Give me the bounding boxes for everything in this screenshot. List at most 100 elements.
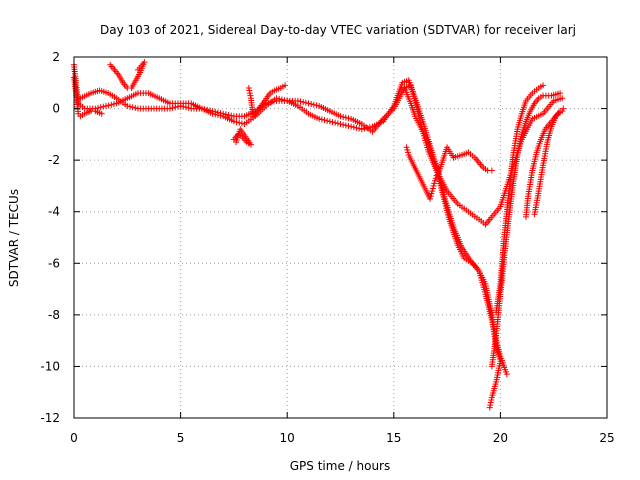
data-point <box>245 84 252 91</box>
data-point <box>342 122 349 129</box>
data-point <box>310 101 317 108</box>
data-point <box>300 99 307 106</box>
data-point <box>540 82 547 89</box>
data-point <box>273 95 280 102</box>
y-tick-label: -12 <box>40 411 60 425</box>
data-point <box>429 185 436 192</box>
data-point <box>313 102 320 109</box>
data-point <box>348 123 355 130</box>
x-axis-label: GPS time / hours <box>290 459 391 473</box>
data-point <box>329 119 336 126</box>
data-point <box>305 100 312 107</box>
data-point <box>486 404 493 411</box>
data-point <box>487 402 494 409</box>
data-point <box>559 95 566 102</box>
y-tick-labels: 2 0 -2 -4 -6 -8 -10 -12 <box>40 50 60 425</box>
data-point <box>212 111 219 118</box>
data-point <box>236 119 243 126</box>
data-point <box>110 101 117 108</box>
data-point <box>209 110 216 117</box>
x-tick-label: 5 <box>177 431 185 445</box>
x-tick-label: 15 <box>386 431 401 445</box>
data-point <box>246 90 253 97</box>
data-point <box>228 112 235 119</box>
y-tick-label: 2 <box>52 50 60 64</box>
y-tick-label: -2 <box>48 153 60 167</box>
data-point <box>405 149 412 156</box>
data-point <box>134 66 141 73</box>
data-point <box>166 105 173 112</box>
data-point <box>353 124 360 131</box>
data-point <box>98 110 105 117</box>
data-point <box>337 113 344 120</box>
data-point <box>246 87 253 94</box>
data-point <box>345 122 352 129</box>
data-point <box>334 120 341 127</box>
x-tick-label: 20 <box>493 431 508 445</box>
data-point <box>488 167 495 174</box>
data-point <box>427 195 434 202</box>
data-point <box>233 119 240 126</box>
data-point <box>430 182 437 189</box>
data-point <box>276 95 283 102</box>
data-point <box>282 82 289 89</box>
chart-title: Day 103 of 2021, Sidereal Day-to-day VTE… <box>100 23 576 37</box>
y-tick-label: -4 <box>48 205 60 219</box>
data-point <box>172 104 179 111</box>
data-point <box>233 139 240 146</box>
data-point <box>278 96 285 103</box>
data-point <box>361 125 368 132</box>
data-point <box>428 190 435 197</box>
data-point <box>182 104 189 111</box>
data-point <box>126 103 133 110</box>
data-point <box>350 124 357 131</box>
data-point <box>427 193 434 200</box>
data-point <box>332 119 339 126</box>
data-point <box>105 102 112 109</box>
data-point <box>560 105 567 112</box>
data-point <box>180 103 187 110</box>
data-point <box>214 112 221 119</box>
data-point <box>431 180 438 187</box>
data-point <box>432 177 439 184</box>
data-point <box>340 121 347 128</box>
data-point <box>169 104 176 111</box>
data-point <box>124 102 131 109</box>
data-point <box>557 108 564 115</box>
data-point <box>321 117 328 124</box>
y-axis-label: SDTVAR / TECUs <box>7 189 21 287</box>
y-tick-label: -6 <box>48 256 60 270</box>
data-point <box>108 101 115 108</box>
data-point <box>432 175 439 182</box>
data-point <box>297 98 304 105</box>
data-point <box>557 90 564 97</box>
data-point <box>238 120 245 127</box>
data-point <box>132 104 139 111</box>
data-point <box>326 118 333 125</box>
plot-frame <box>73 56 608 419</box>
data-point <box>185 104 192 111</box>
axis-ticks <box>73 56 608 419</box>
data-point <box>356 125 363 132</box>
data-point <box>102 102 109 109</box>
data-point <box>404 146 411 153</box>
data-points <box>71 59 567 411</box>
data-point <box>268 99 275 106</box>
y-tick-label: -8 <box>48 308 60 322</box>
data-point <box>97 104 104 111</box>
data-point <box>488 396 495 403</box>
data-point <box>94 104 101 111</box>
x-tick-label: 25 <box>599 431 614 445</box>
data-point <box>366 124 373 131</box>
y-tick-label: -10 <box>40 359 60 373</box>
data-point <box>429 188 436 195</box>
data-point <box>487 399 494 406</box>
data-point <box>324 117 331 124</box>
data-point <box>503 371 510 378</box>
data-point <box>294 97 301 104</box>
data-point <box>364 124 371 131</box>
data-point <box>318 116 325 123</box>
data-point <box>217 112 224 119</box>
data-point <box>308 101 315 108</box>
x-tick-labels: 0 5 10 15 20 25 <box>70 431 614 445</box>
